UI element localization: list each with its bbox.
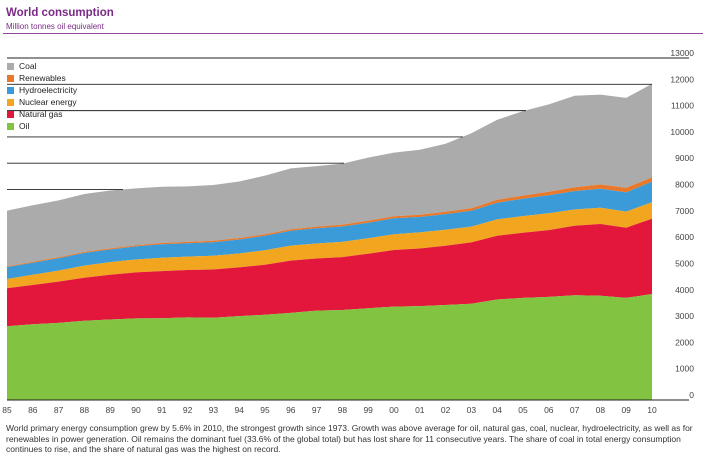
y-tick-label: 13000 — [670, 48, 694, 58]
legend-label: Nuclear energy — [19, 97, 77, 107]
x-tick-label: 01 — [415, 405, 425, 415]
x-tick-label: 93 — [209, 405, 219, 415]
x-tick-label: 96 — [286, 405, 296, 415]
x-tick-label: 05 — [518, 405, 528, 415]
x-tick-label: 03 — [467, 405, 477, 415]
x-tick-label: 10 — [647, 405, 657, 415]
x-tick-label: 87 — [54, 405, 64, 415]
legend-label: Coal — [19, 61, 37, 71]
legend-swatch — [7, 86, 14, 94]
x-tick-label: 97 — [312, 405, 322, 415]
legend-label: Natural gas — [19, 109, 63, 119]
legend-item: Coal — [7, 60, 77, 72]
x-tick-label: 95 — [260, 405, 270, 415]
y-tick-label: 5000 — [675, 258, 694, 268]
x-tick-label: 85 — [2, 405, 12, 415]
y-tick-label: 1000 — [675, 364, 694, 374]
x-tick-label: 04 — [492, 405, 502, 415]
gridlines — [7, 57, 689, 190]
x-tick-label: 07 — [570, 405, 580, 415]
y-tick-label: 9000 — [675, 153, 694, 163]
x-tick-label: 09 — [621, 405, 631, 415]
x-tick-label: 88 — [80, 405, 90, 415]
legend-item: Hydroelectricity — [7, 84, 77, 96]
legend-item: Renewables — [7, 72, 77, 84]
legend-label: Hydroelectricity — [19, 85, 78, 95]
y-tick-label: 4000 — [675, 285, 694, 295]
x-tick-label: 91 — [157, 405, 167, 415]
legend-swatch — [7, 122, 14, 130]
chart-subtitle: Million tonnes oil equivalent — [6, 22, 104, 31]
x-tick-label: 89 — [105, 405, 115, 415]
legend-swatch — [7, 74, 14, 82]
series-area-natural-gas — [7, 218, 652, 327]
y-tick-label: 7000 — [675, 206, 694, 216]
x-tick-label: 92 — [183, 405, 193, 415]
legend-swatch — [7, 110, 14, 118]
header-divider — [3, 33, 703, 34]
y-tick-label: 2000 — [675, 337, 694, 347]
series-area-oil — [7, 294, 652, 400]
y-tick-label: 8000 — [675, 180, 694, 190]
x-tick-label: 08 — [596, 405, 606, 415]
legend-item: Natural gas — [7, 108, 77, 120]
y-tick-label: 11000 — [671, 101, 694, 111]
legend-swatch — [7, 62, 14, 70]
x-axis: 85 86 87 88 89 90 91 92 93 94 95 96 97 98 99 00 01 02 03 04… — [2, 405, 657, 415]
y-tick-label: 10000 — [670, 127, 694, 137]
stacked-area-chart: 0100020003000400050006000700080009000100… — [2, 48, 694, 415]
legend-label: Oil — [19, 121, 30, 131]
series-area-coal — [7, 83, 652, 267]
area-layers — [7, 83, 652, 400]
y-tick-label: 12000 — [670, 74, 694, 84]
x-tick-label: 02 — [441, 405, 451, 415]
chart-legend: Coal Renewables Hydroelectricity Nuclear en… — [7, 60, 77, 132]
legend-label: Renewables — [19, 73, 66, 83]
legend-swatch — [7, 98, 14, 106]
y-tick-label: 0 — [689, 390, 694, 400]
legend-item: Oil — [7, 120, 77, 132]
x-tick-label: 90 — [131, 405, 141, 415]
x-tick-label: 94 — [234, 405, 244, 415]
x-tick-label: 86 — [28, 405, 38, 415]
legend-item: Nuclear energy — [7, 96, 77, 108]
x-tick-label: 99 — [363, 405, 373, 415]
x-tick-label: 06 — [544, 405, 554, 415]
y-tick-label: 3000 — [675, 311, 694, 321]
series-area-renewables — [7, 177, 652, 268]
series-area-hydroelectricity — [7, 181, 652, 279]
series-area-nuclear-energy — [7, 202, 652, 289]
y-tick-label: 6000 — [675, 232, 694, 242]
chart-title: World consumption — [6, 7, 114, 19]
chart-caption: World primary energy consumption grew by… — [6, 423, 693, 454]
x-tick-label: 00 — [389, 405, 399, 415]
y-axis: 0 1000 2000 3000 4000 5000 6000 7000 8000 9000 100… — [670, 48, 694, 400]
x-tick-label: 98 — [338, 405, 348, 415]
